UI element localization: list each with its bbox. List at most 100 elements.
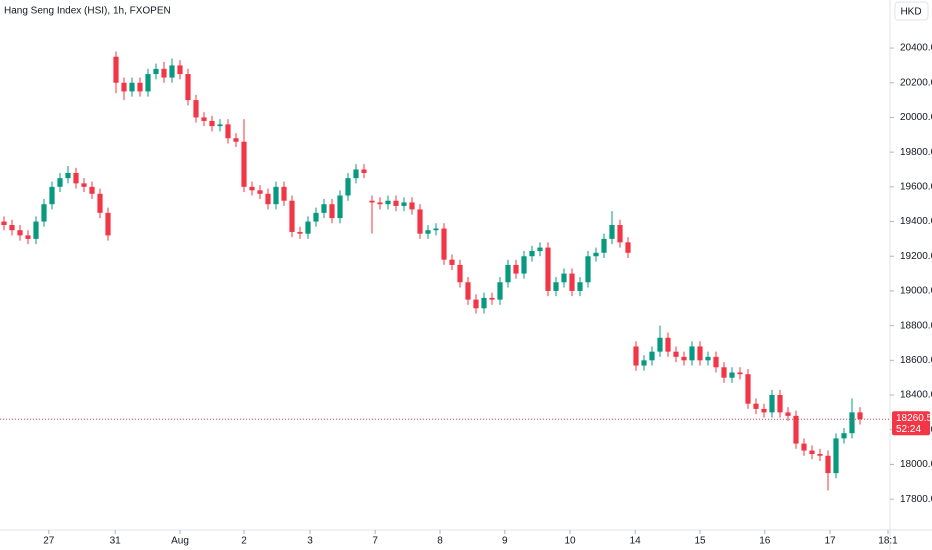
y-tick-label: 19000.0 <box>900 286 932 297</box>
candle-body <box>73 172 79 184</box>
y-tick-label: 19600.0 <box>900 181 932 192</box>
candle-body <box>785 412 791 416</box>
x-tick-label: Aug <box>171 536 189 547</box>
candle-body <box>673 351 679 357</box>
y-tick-label: 18000.0 <box>900 459 932 470</box>
candle-body <box>329 204 335 219</box>
candle-body <box>385 200 391 205</box>
candle-body <box>129 82 135 92</box>
candle-body <box>745 374 751 404</box>
candle-body <box>273 186 279 205</box>
candle-body <box>841 433 847 439</box>
candle-body <box>473 299 479 309</box>
candle-body <box>265 193 271 205</box>
last-price-box <box>892 411 930 436</box>
candle-body <box>545 247 551 291</box>
y-tick-label: 20000.0 <box>900 112 932 123</box>
candle-body <box>777 395 783 413</box>
candle-body <box>345 178 351 196</box>
candle-body <box>41 204 47 222</box>
candle-body <box>25 235 31 239</box>
candle-body <box>529 251 535 257</box>
candle-body <box>289 200 295 232</box>
candle-body <box>433 228 439 231</box>
candle-body <box>553 282 559 291</box>
candle-body <box>153 68 159 75</box>
x-tick-label: 16 <box>759 536 771 547</box>
candle-body <box>313 212 319 222</box>
candle-body <box>465 282 471 300</box>
countdown-label: 52:24 <box>896 424 921 435</box>
candle-body <box>369 200 375 203</box>
candle-body <box>361 169 367 173</box>
candle-body <box>601 238 607 253</box>
candle-body <box>665 337 671 352</box>
candle-body <box>201 117 207 121</box>
candle-body <box>729 372 735 378</box>
candle-body <box>489 297 495 300</box>
currency-label[interactable]: HKD <box>900 7 921 18</box>
candle-body <box>425 230 431 234</box>
candle-body <box>257 190 263 194</box>
candle-body <box>801 443 807 451</box>
y-tick-label: 20200.0 <box>900 77 932 88</box>
x-tick-label: 7 <box>372 536 378 547</box>
candle-body <box>89 186 95 194</box>
candle-body <box>185 74 191 101</box>
candle-body <box>337 195 343 219</box>
candle-body <box>849 412 855 434</box>
candle-body <box>737 372 743 375</box>
candle-body <box>393 200 399 206</box>
candle-body <box>721 367 727 378</box>
x-tick-label: 8 <box>437 536 443 547</box>
candle-body <box>97 193 103 213</box>
x-tick-label: 14 <box>630 536 642 547</box>
candle-body <box>537 247 543 252</box>
x-tick-label: 27 <box>43 536 55 547</box>
y-tick-label: 18600.0 <box>900 355 932 366</box>
candle-body <box>505 264 511 283</box>
candle-body <box>561 273 567 283</box>
candle-body <box>593 252 599 257</box>
candle-body <box>625 242 631 253</box>
candle-body <box>617 225 623 243</box>
candle-body <box>353 169 359 179</box>
candle-body <box>33 221 39 239</box>
candle-body <box>497 282 503 300</box>
candle-body <box>297 231 303 234</box>
candle-body <box>249 186 255 191</box>
y-tick-label: 19400.0 <box>900 216 932 227</box>
candle-body <box>241 141 247 187</box>
candle-body <box>121 82 127 92</box>
candle-body <box>641 360 647 366</box>
candle-body <box>857 412 863 420</box>
candle-body <box>649 351 655 361</box>
candle-body <box>809 450 815 455</box>
candle-body <box>705 356 711 361</box>
candle-body <box>145 74 151 92</box>
x-tick-label: 2 <box>241 536 247 547</box>
candle-body <box>457 264 463 283</box>
candle-body <box>609 225 615 239</box>
candle-body <box>689 346 695 361</box>
candle-body <box>449 259 455 265</box>
currency-button[interactable] <box>894 1 929 21</box>
candle-body <box>65 172 71 179</box>
candle-body <box>377 202 383 205</box>
candle-body <box>209 120 215 127</box>
candle-body <box>753 403 759 409</box>
candle-body <box>825 455 831 474</box>
candle-body <box>577 282 583 291</box>
x-tick-label: 17 <box>824 536 836 547</box>
candle-body <box>305 221 311 234</box>
candle-body <box>817 454 823 456</box>
candle-body <box>833 438 839 474</box>
candle-body <box>401 202 407 206</box>
candle-body <box>169 65 175 78</box>
x-tick-label: 10 <box>564 536 576 547</box>
candle-body <box>521 256 527 274</box>
x-tick-label: 3 <box>307 536 313 547</box>
y-tick-label: 18800.0 <box>900 320 932 331</box>
